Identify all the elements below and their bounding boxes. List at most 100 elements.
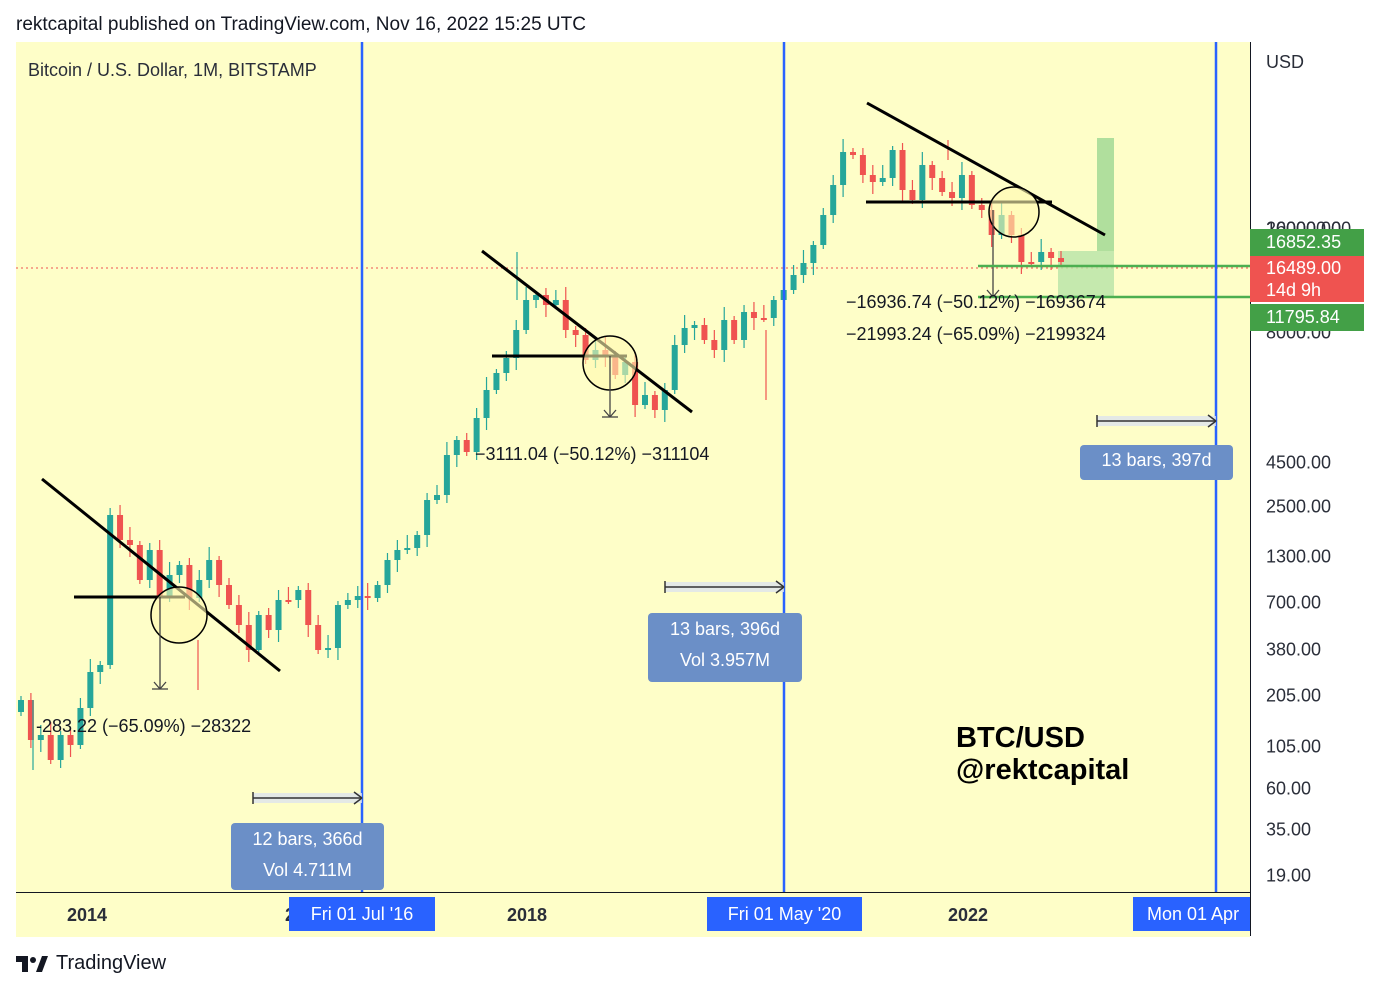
candle-body [285,600,292,602]
candle-body [18,700,24,712]
trendline-2022 [866,101,1106,237]
candle-body [869,175,876,182]
candle-body [483,390,490,418]
candle-body [245,625,252,650]
candle-body [651,395,658,410]
candle-body [582,335,589,360]
price-tick-7: 700.00 [1266,592,1322,613]
price-box-current: 16489.00 14d 9h [1250,256,1364,302]
publish-header: rektcapital published on TradingView.com… [16,14,586,35]
candle-body [721,320,728,350]
price-tick-5: 2500.00 [1266,496,1332,517]
candle-body [414,535,421,548]
candle-body [295,590,302,600]
candle-body [949,192,956,198]
tradingview-logo-icon [16,955,48,972]
candle-body [364,596,371,598]
candle-body [850,152,856,155]
candle-body [978,205,985,210]
candle-body [701,325,708,340]
candle-body [176,565,183,575]
candle-body [196,580,203,598]
candle-body [334,605,341,648]
price-tick-8: 380.00 [1266,639,1322,660]
candle-body [840,152,847,185]
year-tick-2022: 2022 [947,905,989,925]
candle-body [235,605,242,625]
candle-body [1018,235,1025,262]
candle-body [909,190,916,200]
measure-arrow-2014-head [153,681,161,690]
candle-body [463,440,470,452]
candle-body [384,560,391,585]
drop-label-2018: −3111.04 (−50.12%) −311104 [475,444,710,464]
candle-body [750,312,757,318]
candle-body [473,418,480,452]
target-box [1097,138,1114,251]
candle-body [929,165,936,178]
footer-branding[interactable]: TradingView [16,952,166,975]
candle-body [820,215,827,245]
price-axis[interactable] [1250,42,1385,936]
callout-bars: 13 bars, 396d [669,619,781,639]
candle-body [394,550,401,560]
candle-body [305,590,312,625]
date-marker-2024: Mon 01 Apr [1133,897,1250,931]
year-tick-2018: 2018 [506,905,548,925]
candle-body [889,150,896,178]
candle-body [166,575,173,598]
price-tick-10: 105.00 [1266,736,1322,757]
range-arrow-2020-head [775,586,785,594]
bars-callout-2016: 12 bars, 366d Vol 4.711M [231,823,384,890]
breakdown-circle-2022 [988,186,1040,238]
candle-body [374,585,381,598]
price-tick-11: 60.00 [1266,778,1312,799]
candle-body [711,340,718,350]
candle-body [523,300,530,330]
candle-body [830,185,837,215]
watermark-pair: BTC/USD [956,722,1085,754]
price-tick-9: 205.00 [1266,685,1322,706]
candle-body [691,325,698,328]
candle-body [434,495,440,500]
candle-body [632,362,639,405]
candle-body [572,330,579,335]
candle-body [661,390,668,410]
candle-body [731,320,738,340]
symbol-title: Bitcoin / U.S. Dollar, 1M, BITSTAMP [28,60,317,80]
candle-body [859,155,866,175]
callout-vol: Vol 4.711M [263,860,352,880]
candle-body [47,735,54,760]
price-tick-12: 35.00 [1266,819,1312,840]
time-axis[interactable] [16,892,1250,937]
chart-plot-area[interactable] [16,42,1250,892]
candle-body [1058,258,1064,262]
price-box-upper: 16852.35 [1250,229,1364,256]
price-tick-13: 19.00 [1266,865,1312,886]
candle-body [790,275,797,290]
measure-arrow-2018-head [603,409,611,418]
drop-label-2022-a: −16936.74 (−50.12%) −1693674 [846,292,1106,312]
candle-body [37,735,44,740]
candle-body [642,395,648,405]
candle-body [27,700,34,740]
candle-body [344,600,351,605]
candle-body [57,735,64,760]
drop-label-2014: -283.22 (−65.09%) −28322 [36,716,252,736]
candle-body [552,300,559,305]
candle-body [503,358,510,373]
candle-body [126,540,133,545]
candle-body [265,615,272,630]
range-arrow-2024-head [1207,420,1217,428]
candle-body [533,295,540,300]
callout-bars: 13 bars, 397d [1101,450,1212,470]
candle-body [513,330,520,358]
candle-body [255,615,262,650]
bars-callout-2020: 13 bars, 396d Vol 3.957M [648,613,802,682]
trendline-2018 [481,249,693,414]
candle-body [354,596,361,600]
candle-body [879,178,886,182]
current-price: 16489.00 [1266,258,1342,278]
candle-body [800,263,807,275]
candle-body [681,328,688,345]
